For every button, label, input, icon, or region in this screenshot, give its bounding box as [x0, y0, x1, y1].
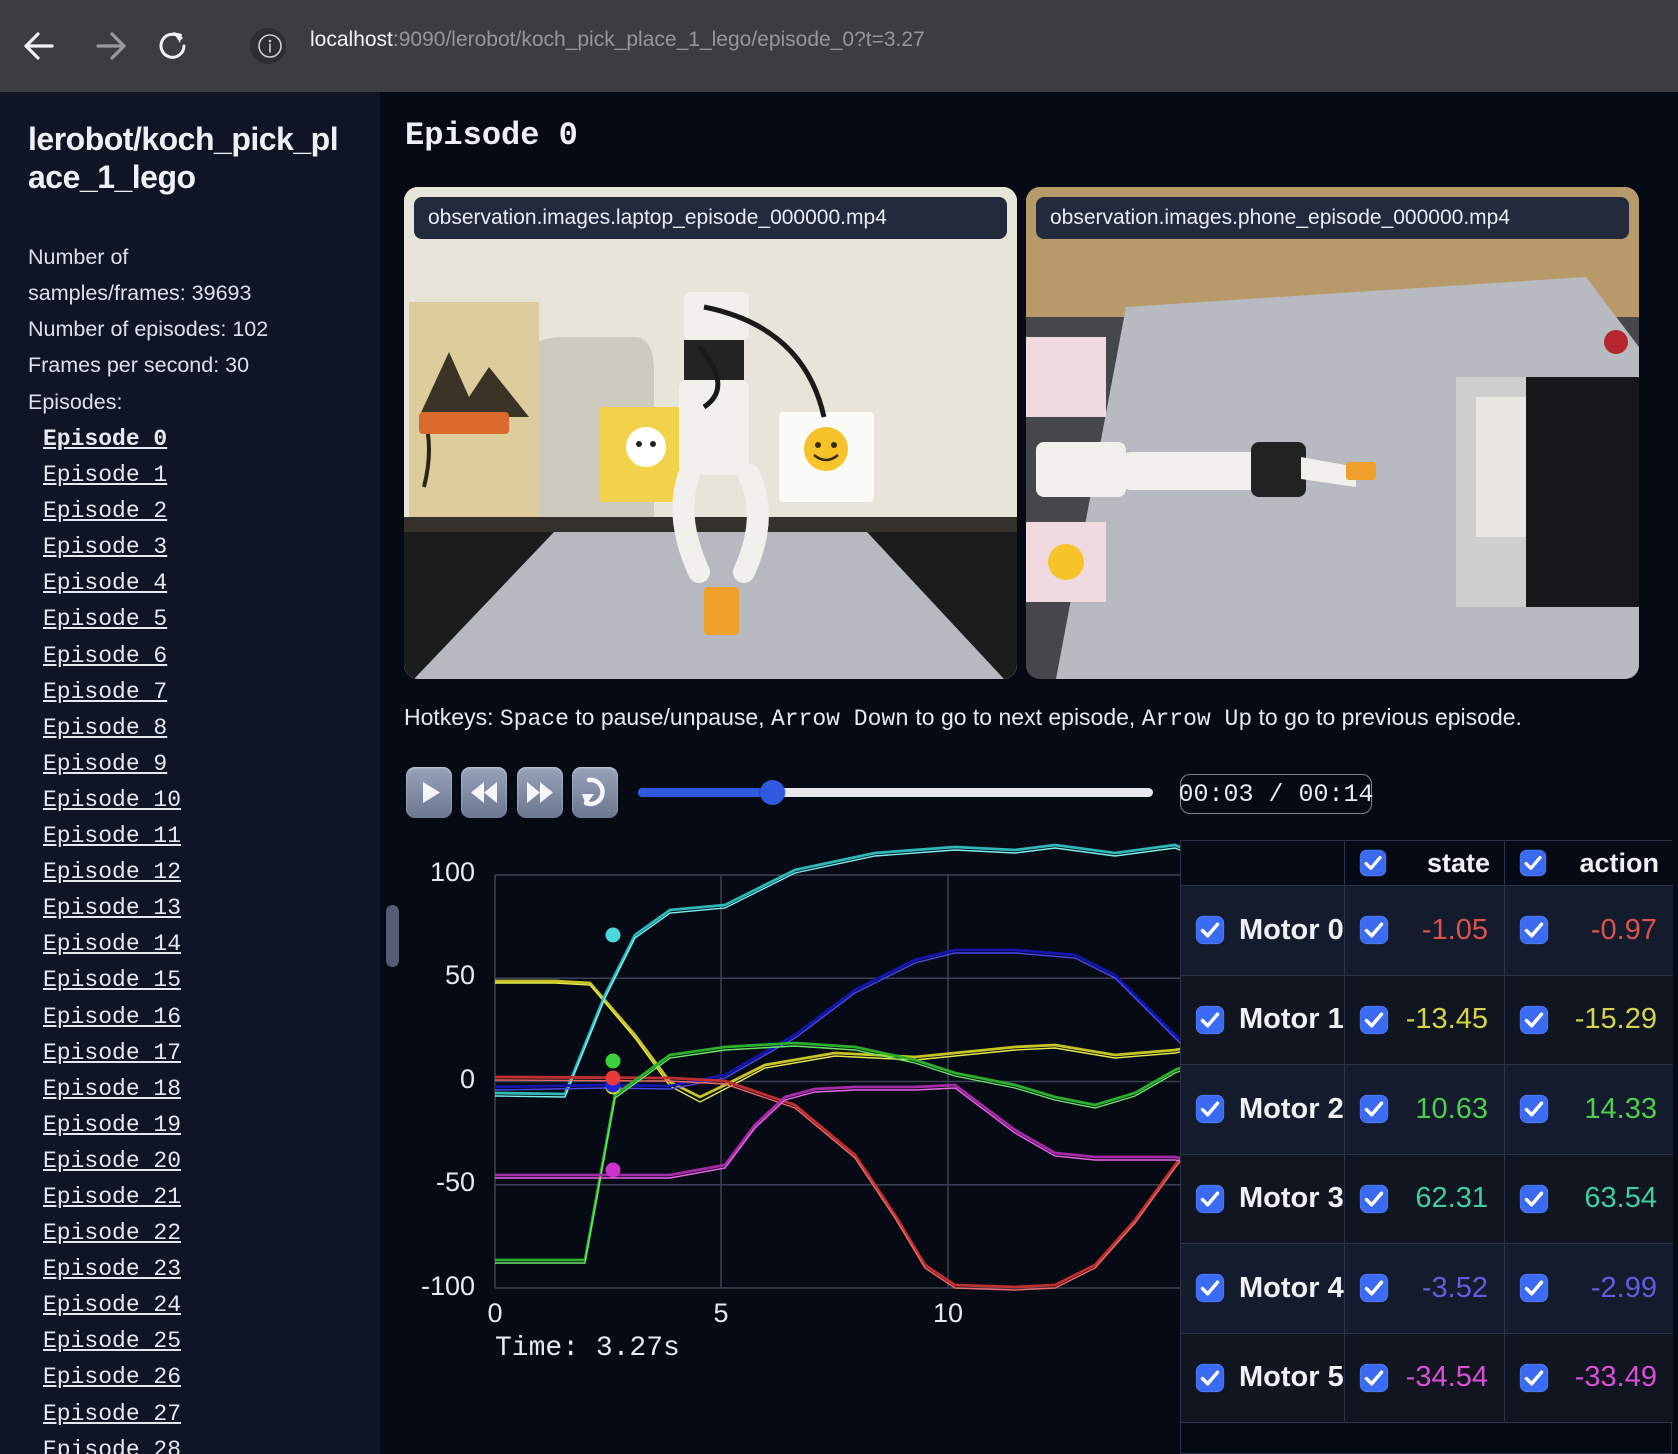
- svg-text:-50: -50: [436, 1167, 475, 1197]
- svg-text:0: 0: [487, 1298, 502, 1328]
- svg-text:5: 5: [713, 1298, 728, 1328]
- svg-text:10: 10: [933, 1298, 963, 1328]
- svg-text:100: 100: [430, 857, 475, 887]
- svg-text:50: 50: [445, 960, 475, 990]
- svg-text:-100: -100: [421, 1271, 475, 1301]
- svg-text:0: 0: [460, 1064, 475, 1094]
